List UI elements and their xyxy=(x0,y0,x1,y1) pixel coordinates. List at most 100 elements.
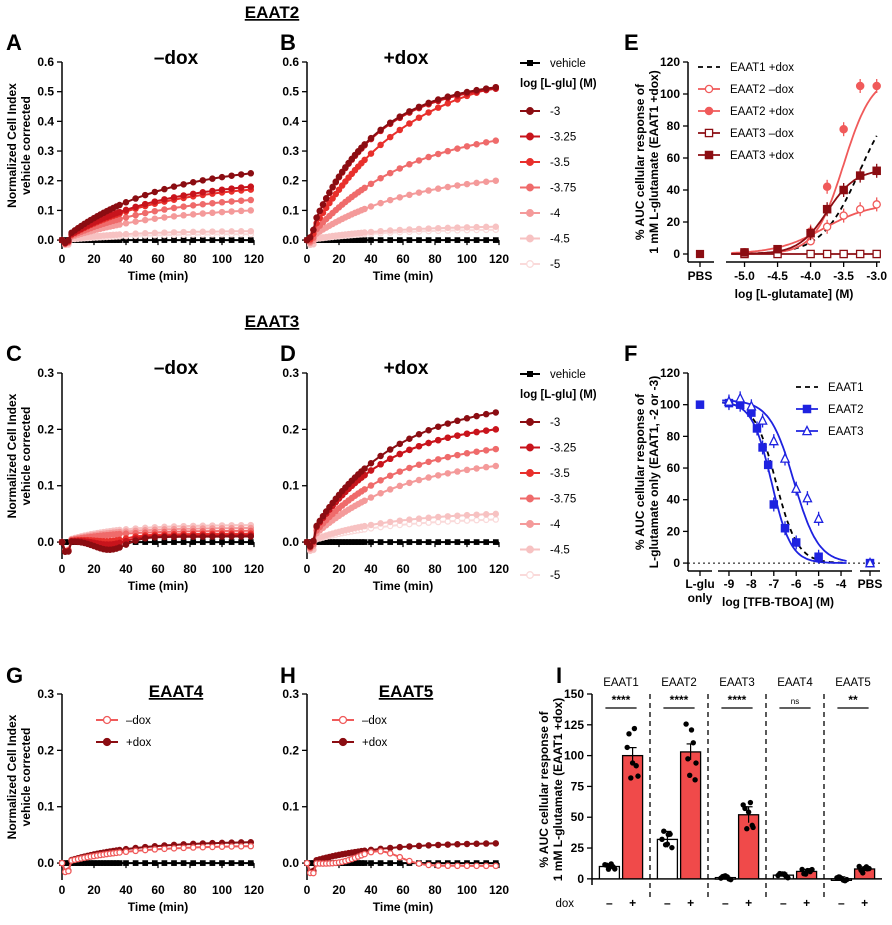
data-point xyxy=(180,844,187,852)
data-point xyxy=(802,492,813,503)
data-point xyxy=(228,172,235,179)
data-point xyxy=(65,236,72,244)
data-point xyxy=(444,470,452,477)
x-tick-label: 80 xyxy=(428,252,442,266)
data-point xyxy=(377,452,384,460)
data-point xyxy=(406,479,413,487)
data-point xyxy=(218,186,226,193)
x-tick-label: -3.0 xyxy=(866,269,887,283)
x-tick-label: 0 xyxy=(304,252,311,266)
data-point xyxy=(482,139,490,146)
data-dot xyxy=(683,721,689,727)
data-point xyxy=(189,211,197,218)
section-title-eaat2: EAAT2 xyxy=(245,3,299,22)
data-point xyxy=(190,860,197,866)
data-point xyxy=(332,190,340,198)
y-axis-label: % AUC cellular response ofL-glutamate on… xyxy=(633,376,661,568)
data-point xyxy=(199,201,207,208)
data-point xyxy=(335,186,343,193)
data-point xyxy=(855,249,865,259)
data-point xyxy=(386,518,394,526)
data-point xyxy=(322,195,330,202)
x-tick-label: 40 xyxy=(119,562,133,576)
x-tick-label: 20 xyxy=(332,562,346,576)
bar-group-EAAT3: **** EAAT3 – + xyxy=(714,677,760,910)
series--3 xyxy=(303,409,500,550)
data-point xyxy=(228,539,235,545)
data-point xyxy=(855,204,865,214)
x-tick-label: 100 xyxy=(212,883,232,897)
y-axis-label-line: 1 mM L-glutamate (EAAT1 +dox) xyxy=(647,70,661,253)
legend-marker-vehicle xyxy=(527,371,533,377)
data-point xyxy=(492,177,500,184)
y-axis-label: % AUC cellular response of1 mM L-glutama… xyxy=(633,70,661,253)
fit-curve xyxy=(731,170,877,255)
data-point xyxy=(319,201,327,208)
y-axis-label-line: Normalized Cell Index xyxy=(5,83,19,208)
x-tick-label: 100 xyxy=(457,883,477,897)
data-point xyxy=(386,850,394,857)
series-EAAT3+dox xyxy=(695,163,881,259)
data-point xyxy=(463,415,471,422)
data-point xyxy=(434,104,442,111)
data-point xyxy=(326,503,333,511)
series-EAAT2 xyxy=(695,396,875,568)
data-point xyxy=(377,174,384,182)
y-tick-label: 0.5 xyxy=(282,85,299,99)
x-tick-label: 80 xyxy=(183,883,197,897)
legend-marker xyxy=(526,418,534,426)
x-tick-label: 100 xyxy=(212,562,232,576)
data-dot xyxy=(661,828,667,834)
x-tick-lglu-line: L-glu xyxy=(685,577,714,591)
data-dot xyxy=(856,863,862,870)
data-point xyxy=(406,435,413,442)
data-point xyxy=(310,226,317,234)
panel-title: –dox xyxy=(154,358,199,379)
x-tick-label: 40 xyxy=(364,252,378,266)
data-point xyxy=(492,409,500,416)
y-tick-label: 100 xyxy=(660,87,680,101)
data-point xyxy=(180,212,187,219)
legend-marker xyxy=(526,443,534,452)
data-point xyxy=(180,533,187,541)
series-EAAT1+dox xyxy=(731,135,878,255)
y-tick-label: 0.2 xyxy=(37,743,54,757)
data-point xyxy=(463,466,471,474)
data-point xyxy=(368,860,374,866)
legend-marker xyxy=(526,132,534,141)
data-point xyxy=(463,88,471,96)
bar-plus xyxy=(679,751,702,880)
data-point xyxy=(415,430,423,438)
data-point xyxy=(473,465,480,472)
data-point xyxy=(813,512,824,523)
y-tick-label: 120 xyxy=(660,55,680,69)
data-point xyxy=(415,225,423,233)
data-point xyxy=(415,157,423,164)
x-axis-label: Time (min) xyxy=(128,579,188,593)
data-point xyxy=(228,185,235,192)
legend-label: -3.25 xyxy=(550,132,576,144)
y-tick-label: 0 xyxy=(577,872,584,886)
data-point xyxy=(822,182,832,192)
data-point xyxy=(171,860,177,866)
legend-label: EAAT1 xyxy=(828,382,864,394)
data-point xyxy=(758,443,767,452)
data-point xyxy=(396,226,404,234)
data-point xyxy=(218,843,226,850)
data-point xyxy=(306,542,314,550)
legend-marker xyxy=(704,84,714,94)
y-axis-label: % AUC cellular response of1 mM L-glutama… xyxy=(537,698,565,881)
data-point xyxy=(855,171,865,180)
legend-label: -4 xyxy=(550,208,561,220)
legend-marker-vehicle xyxy=(527,60,533,66)
data-point xyxy=(386,455,394,463)
panel-e-chart: 0 20 40 60 80 100 120 PBS -5.0 -4.5 -4.0 -3.5 -3.0 lo… xyxy=(633,55,887,301)
data-point xyxy=(396,126,404,134)
y-tick-label: 0.4 xyxy=(282,114,299,128)
x-tick-label: 0 xyxy=(59,562,66,576)
panel-letter-i: I xyxy=(556,663,562,688)
bar-plus xyxy=(737,814,760,880)
dox-minus-label: – xyxy=(606,896,613,910)
data-point xyxy=(199,177,207,184)
data-point xyxy=(209,539,216,545)
